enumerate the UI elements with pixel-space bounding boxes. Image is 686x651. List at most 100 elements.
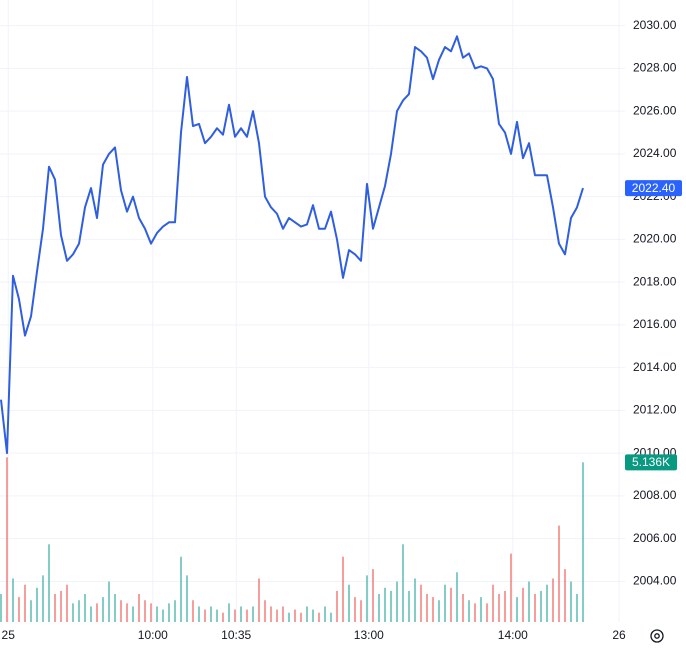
volume-bar xyxy=(510,553,512,622)
volume-bar xyxy=(528,581,530,622)
volume-bar xyxy=(438,600,440,622)
volume-bar xyxy=(360,600,362,622)
volume-bar xyxy=(480,597,482,622)
volume-bar xyxy=(312,609,314,622)
volume-bar xyxy=(138,594,140,622)
volume-bar xyxy=(246,609,248,622)
volume-bar xyxy=(408,590,410,622)
volume-bar xyxy=(204,609,206,622)
volume-bar xyxy=(552,578,554,622)
volume-bar xyxy=(288,612,290,622)
volume-bar xyxy=(132,606,134,622)
volume-bar xyxy=(240,606,242,622)
gear-inner xyxy=(654,633,660,639)
volume-bar xyxy=(366,575,368,622)
volume-bar xyxy=(12,578,14,622)
volume-bar xyxy=(210,606,212,622)
volume-bar xyxy=(228,603,230,622)
x-tick-label: 10:35 xyxy=(221,628,251,642)
volume-bar xyxy=(252,606,254,622)
volume-bar xyxy=(258,578,260,622)
volume-bar xyxy=(276,609,278,622)
volume-bar xyxy=(126,603,128,622)
volume-bar xyxy=(324,606,326,622)
volume-bar xyxy=(294,609,296,622)
volume-bar xyxy=(330,612,332,622)
volume-bar xyxy=(198,606,200,622)
volume-bar xyxy=(114,594,116,622)
volume-bar xyxy=(540,590,542,622)
y-tick-label: 2014.00 xyxy=(633,360,677,374)
volume-bar xyxy=(450,587,452,622)
volume-bar xyxy=(462,594,464,622)
volume-bar xyxy=(582,462,584,622)
volume-bar xyxy=(546,584,548,622)
volume-bar xyxy=(402,544,404,622)
x-tick-label: 10:00 xyxy=(138,628,168,642)
y-tick-label: 2012.00 xyxy=(633,403,677,417)
volume-bar xyxy=(48,544,50,622)
volume-bar xyxy=(432,597,434,622)
volume-bar xyxy=(576,594,578,622)
volume-bar xyxy=(396,581,398,622)
volume-bar xyxy=(24,584,26,622)
volume-bar xyxy=(192,600,194,622)
volume-bar xyxy=(174,600,176,622)
price-layer xyxy=(0,35,584,455)
volume-bar xyxy=(222,612,224,622)
volume-tag-label: 5.136K xyxy=(632,455,670,469)
volume-bar xyxy=(384,587,386,622)
volume-bar xyxy=(150,603,152,622)
volume-bar xyxy=(372,569,374,622)
price-line xyxy=(0,35,584,455)
volume-bar xyxy=(504,590,506,622)
volume-bar xyxy=(378,594,380,622)
volume-bar xyxy=(78,600,80,622)
volume-bar xyxy=(72,603,74,622)
volume-bar xyxy=(168,603,170,622)
volume-bar xyxy=(18,597,20,622)
volume-bar xyxy=(516,597,518,622)
volume-bar xyxy=(354,597,356,622)
volume-bar xyxy=(492,584,494,622)
volume-bar xyxy=(570,581,572,622)
volume-bar xyxy=(564,569,566,622)
volume-bar xyxy=(84,594,86,622)
y-tick-label: 2020.00 xyxy=(633,232,677,246)
volume-bar xyxy=(306,606,308,622)
volume-bar xyxy=(474,603,476,622)
settings-icon[interactable] xyxy=(650,629,664,643)
y-tick-label: 2006.00 xyxy=(633,531,677,545)
volume-bar xyxy=(534,594,536,622)
y-tick-label: 2028.00 xyxy=(633,61,677,75)
volume-bar xyxy=(336,590,338,622)
volume-bar xyxy=(348,584,350,622)
volume-bar xyxy=(300,612,302,622)
volume-bar xyxy=(60,590,62,622)
gear-outer xyxy=(650,629,664,643)
x-tick-label: 13:00 xyxy=(354,628,384,642)
volume-bar xyxy=(180,556,182,622)
volume-bar xyxy=(42,575,44,622)
volume-bar xyxy=(282,606,284,622)
volume-bar xyxy=(318,612,320,622)
volume-bar xyxy=(456,572,458,622)
x-tick-label: 25 xyxy=(2,628,16,642)
volume-bar xyxy=(186,575,188,622)
volume-tag xyxy=(625,454,677,471)
axes: 2004.002006.002008.002010.002012.002014.… xyxy=(2,18,682,642)
volume-bar xyxy=(342,556,344,622)
volume-bar xyxy=(414,578,416,622)
volume-bar xyxy=(270,606,272,622)
volume-bar xyxy=(102,597,104,622)
volume-bar xyxy=(444,584,446,622)
y-tick-label: 2026.00 xyxy=(633,103,677,117)
volume-bar xyxy=(426,594,428,622)
volume-bar xyxy=(0,594,2,622)
volume-bar xyxy=(264,600,266,622)
volume-bar xyxy=(96,603,98,622)
volume-bar xyxy=(120,600,122,622)
y-tick-label: 2016.00 xyxy=(633,317,677,331)
